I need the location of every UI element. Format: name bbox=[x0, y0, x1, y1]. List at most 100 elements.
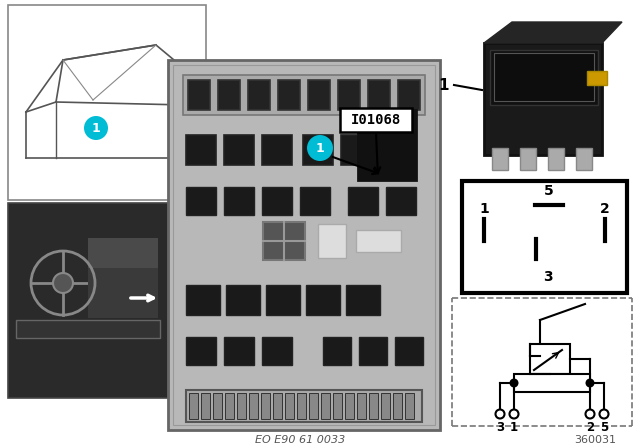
Bar bbox=[318, 224, 346, 258]
Bar bbox=[309, 393, 318, 419]
Bar bbox=[297, 393, 306, 419]
Bar bbox=[168, 60, 440, 430]
Bar bbox=[321, 393, 330, 419]
Bar bbox=[340, 108, 412, 132]
Bar bbox=[492, 148, 508, 170]
Text: 360031: 360031 bbox=[574, 435, 616, 445]
Bar bbox=[213, 393, 222, 419]
Bar bbox=[368, 80, 390, 110]
Text: 2: 2 bbox=[586, 421, 594, 434]
Bar bbox=[357, 393, 366, 419]
Bar bbox=[262, 135, 292, 165]
Bar bbox=[576, 148, 592, 170]
Text: 2: 2 bbox=[600, 202, 610, 216]
Bar bbox=[186, 390, 422, 422]
Bar bbox=[88, 238, 158, 268]
Bar bbox=[263, 222, 305, 260]
Bar bbox=[333, 393, 342, 419]
Text: 1: 1 bbox=[92, 121, 100, 134]
Text: 1: 1 bbox=[439, 78, 449, 92]
Bar bbox=[356, 230, 401, 252]
Bar bbox=[393, 393, 402, 419]
Bar bbox=[88, 238, 158, 318]
Circle shape bbox=[84, 116, 108, 140]
Circle shape bbox=[586, 379, 595, 388]
Text: I01068: I01068 bbox=[351, 113, 401, 127]
Bar bbox=[266, 285, 300, 315]
Bar bbox=[348, 187, 378, 215]
Bar bbox=[300, 187, 330, 215]
Bar bbox=[405, 393, 414, 419]
Bar bbox=[303, 135, 333, 165]
Bar bbox=[484, 43, 602, 155]
Bar bbox=[308, 80, 330, 110]
Bar bbox=[338, 80, 360, 110]
Bar bbox=[183, 75, 425, 115]
Bar bbox=[346, 285, 380, 315]
Bar bbox=[249, 393, 258, 419]
Bar bbox=[188, 80, 210, 110]
Bar bbox=[285, 393, 294, 419]
Bar bbox=[224, 135, 254, 165]
Bar bbox=[201, 393, 210, 419]
Circle shape bbox=[509, 379, 518, 388]
Bar bbox=[262, 187, 292, 215]
Polygon shape bbox=[484, 22, 622, 43]
Bar bbox=[381, 393, 390, 419]
Bar bbox=[278, 80, 300, 110]
Circle shape bbox=[307, 135, 333, 161]
Bar bbox=[369, 393, 378, 419]
Bar bbox=[462, 22, 624, 180]
Bar bbox=[224, 337, 254, 365]
Bar bbox=[520, 148, 536, 170]
Bar bbox=[16, 320, 160, 338]
Bar bbox=[186, 285, 220, 315]
Bar bbox=[173, 65, 435, 425]
Text: 1: 1 bbox=[479, 202, 489, 216]
Text: 3: 3 bbox=[496, 421, 504, 434]
Bar bbox=[548, 148, 564, 170]
Bar bbox=[379, 135, 409, 165]
Bar bbox=[261, 393, 270, 419]
Bar bbox=[395, 337, 423, 365]
Bar bbox=[226, 285, 260, 315]
Text: EO E90 61 0033: EO E90 61 0033 bbox=[255, 435, 345, 445]
Bar bbox=[186, 135, 216, 165]
Text: 3: 3 bbox=[543, 270, 553, 284]
Bar bbox=[359, 337, 387, 365]
Bar bbox=[514, 374, 590, 392]
Bar bbox=[186, 337, 216, 365]
Bar bbox=[218, 80, 240, 110]
Text: 5: 5 bbox=[544, 184, 554, 198]
Bar bbox=[189, 393, 198, 419]
Bar bbox=[494, 53, 594, 101]
Bar bbox=[358, 110, 416, 180]
Bar bbox=[186, 187, 216, 215]
Bar bbox=[490, 50, 598, 105]
Bar bbox=[262, 337, 292, 365]
Circle shape bbox=[586, 409, 595, 418]
Bar bbox=[273, 393, 282, 419]
Bar bbox=[8, 203, 168, 398]
Bar bbox=[341, 135, 371, 165]
Text: 1: 1 bbox=[510, 421, 518, 434]
Bar bbox=[8, 5, 206, 200]
Text: 1: 1 bbox=[316, 142, 324, 155]
Circle shape bbox=[495, 409, 504, 418]
Bar bbox=[462, 181, 627, 293]
Bar bbox=[398, 80, 420, 110]
Circle shape bbox=[509, 409, 518, 418]
Bar bbox=[225, 393, 234, 419]
Bar bbox=[237, 393, 246, 419]
Bar bbox=[587, 71, 607, 85]
Bar bbox=[306, 285, 340, 315]
Circle shape bbox=[53, 273, 73, 293]
Bar bbox=[224, 187, 254, 215]
Bar bbox=[530, 344, 570, 374]
Circle shape bbox=[600, 409, 609, 418]
Bar bbox=[248, 80, 270, 110]
Bar bbox=[386, 187, 416, 215]
Text: 5: 5 bbox=[600, 421, 608, 434]
Bar bbox=[345, 393, 354, 419]
Bar bbox=[323, 337, 351, 365]
